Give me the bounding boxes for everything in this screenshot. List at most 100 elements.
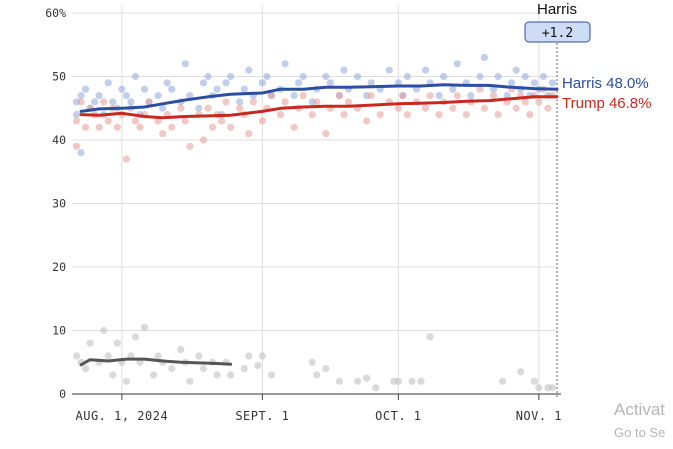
poll-dot-series-0 [281, 60, 289, 68]
activate-windows-hint: Go to Se [614, 425, 666, 440]
poll-dot-series-1 [154, 117, 162, 125]
poll-dot-series-1 [217, 117, 226, 125]
poll-dot-series-0 [508, 79, 516, 87]
poll-dot-series-1 [449, 104, 457, 112]
poll-dot-series-2 [86, 339, 94, 347]
poll-dot-series-1 [489, 91, 498, 100]
poll-dot-series-2 [530, 377, 538, 385]
poll-dot-series-2 [426, 333, 434, 341]
poll-dot-series-1 [494, 111, 502, 119]
poll-dot-series-1 [399, 91, 407, 100]
poll-dot-series-0 [131, 72, 140, 81]
poll-dot-series-1 [308, 111, 316, 119]
poll-dot-series-0 [91, 98, 99, 106]
poll-dot-series-0 [204, 72, 212, 81]
poll-dot-series-2 [535, 384, 543, 392]
poll-dot-series-2 [177, 345, 185, 354]
poll-dot-series-2 [499, 377, 507, 385]
poll-dot-series-0 [222, 79, 230, 87]
poll-dot-series-1 [95, 123, 103, 131]
poll-dot-series-1 [376, 111, 384, 119]
poll-dot-series-1 [426, 91, 434, 100]
poll-dot-series-1 [403, 111, 412, 119]
y-tick-label: 40 [52, 133, 66, 147]
poll-dot-series-1 [222, 98, 230, 106]
poll-dot-series-2 [335, 377, 344, 385]
poll-dot-series-0 [367, 79, 375, 87]
poll-dot-series-2 [149, 371, 158, 379]
poll-dot-series-0 [159, 104, 167, 112]
poll-dot-series-0 [236, 98, 244, 106]
poll-dot-series-2 [186, 377, 194, 385]
activate-windows-watermark: Activat [614, 400, 666, 419]
poll-dot-series-2 [227, 371, 235, 379]
poll-dot-series-2 [240, 365, 248, 373]
poll-dot-series-2 [353, 377, 362, 385]
poll-dot-series-1 [81, 123, 90, 131]
poll-dot-series-1 [335, 91, 344, 100]
poll-dot-series-0 [480, 53, 489, 62]
series-end-label: Harris 48.0% [562, 75, 649, 92]
poll-dot-series-0 [127, 98, 135, 106]
poll-dot-series-1 [249, 98, 257, 106]
poll-dot-series-0 [353, 72, 362, 81]
poll-dot-series-2 [72, 352, 81, 360]
poll-dot-series-2 [199, 365, 208, 373]
poll-dot-series-1 [544, 104, 552, 112]
poll-dot-series-1 [122, 155, 130, 163]
y-tick-label: 50 [52, 70, 66, 84]
grid-layer [72, 5, 557, 394]
poll-dot-series-1 [136, 123, 144, 131]
poll-dot-series-2 [322, 365, 330, 373]
poll-dot-series-0 [72, 111, 81, 119]
poll-dot-series-0 [213, 85, 221, 93]
poll-dot-series-0 [326, 79, 334, 87]
poll-dot-series-0 [263, 72, 271, 81]
poll-dot-series-1 [290, 123, 298, 131]
labels-layer: Harris +1.2 Harris 48.0% Trump 46.8% [524, 1, 651, 112]
poll-dot-series-1 [367, 91, 375, 100]
poll-dot-series-0 [95, 91, 103, 100]
poll-dot-series-0 [122, 91, 130, 100]
poll-dot-series-1 [159, 130, 167, 138]
lead-candidate-label: Harris [537, 1, 577, 18]
poll-dot-series-0 [181, 60, 189, 68]
poll-dot-series-0 [299, 72, 307, 81]
poll-dot-series-1 [462, 111, 470, 119]
poll-dot-series-1 [480, 104, 489, 112]
poll-dot-series-2 [195, 352, 203, 360]
poll-dot-series-1 [245, 130, 253, 138]
poll-dot-series-2 [213, 371, 221, 379]
poll-dot-series-2 [154, 352, 162, 360]
poll-dot-series-2 [372, 384, 380, 392]
poll-dot-series-0 [168, 85, 176, 93]
poll-dot-series-1 [100, 98, 108, 106]
poll-dot-series-2 [408, 377, 416, 385]
trend-line-series-1 [79, 95, 559, 120]
poll-dot-series-0 [227, 72, 235, 81]
poll-dot-series-2 [122, 377, 130, 385]
poll-dot-series-0 [295, 79, 303, 87]
trend-line-series-2 [79, 357, 233, 367]
poll-dot-series-1 [177, 104, 185, 112]
poll-dot-series-1 [131, 117, 140, 125]
poll-dot-series-1 [421, 104, 430, 112]
poll-dot-series-0 [512, 66, 520, 74]
x-tick-label: NOV. 1 [516, 409, 562, 423]
poll-dot-series-2 [131, 333, 140, 341]
poll-dot-series-1 [199, 136, 208, 144]
poll-dot-series-2 [81, 365, 90, 373]
poll-dot-series-1 [267, 91, 276, 100]
poll-dot-series-2 [394, 377, 402, 385]
y-tick-label: 0 [59, 387, 66, 401]
poll-dot-series-0 [163, 79, 171, 87]
poll-dot-series-1 [236, 104, 244, 112]
poll-dot-series-1 [72, 142, 81, 150]
poll-dot-series-2 [313, 371, 321, 379]
poll-dot-series-0 [240, 85, 248, 93]
series-end-label: Trump 46.8% [562, 95, 651, 112]
poll-dot-series-1 [476, 85, 484, 93]
poll-dot-series-0 [435, 91, 443, 100]
poll-dot-series-0 [476, 72, 484, 81]
